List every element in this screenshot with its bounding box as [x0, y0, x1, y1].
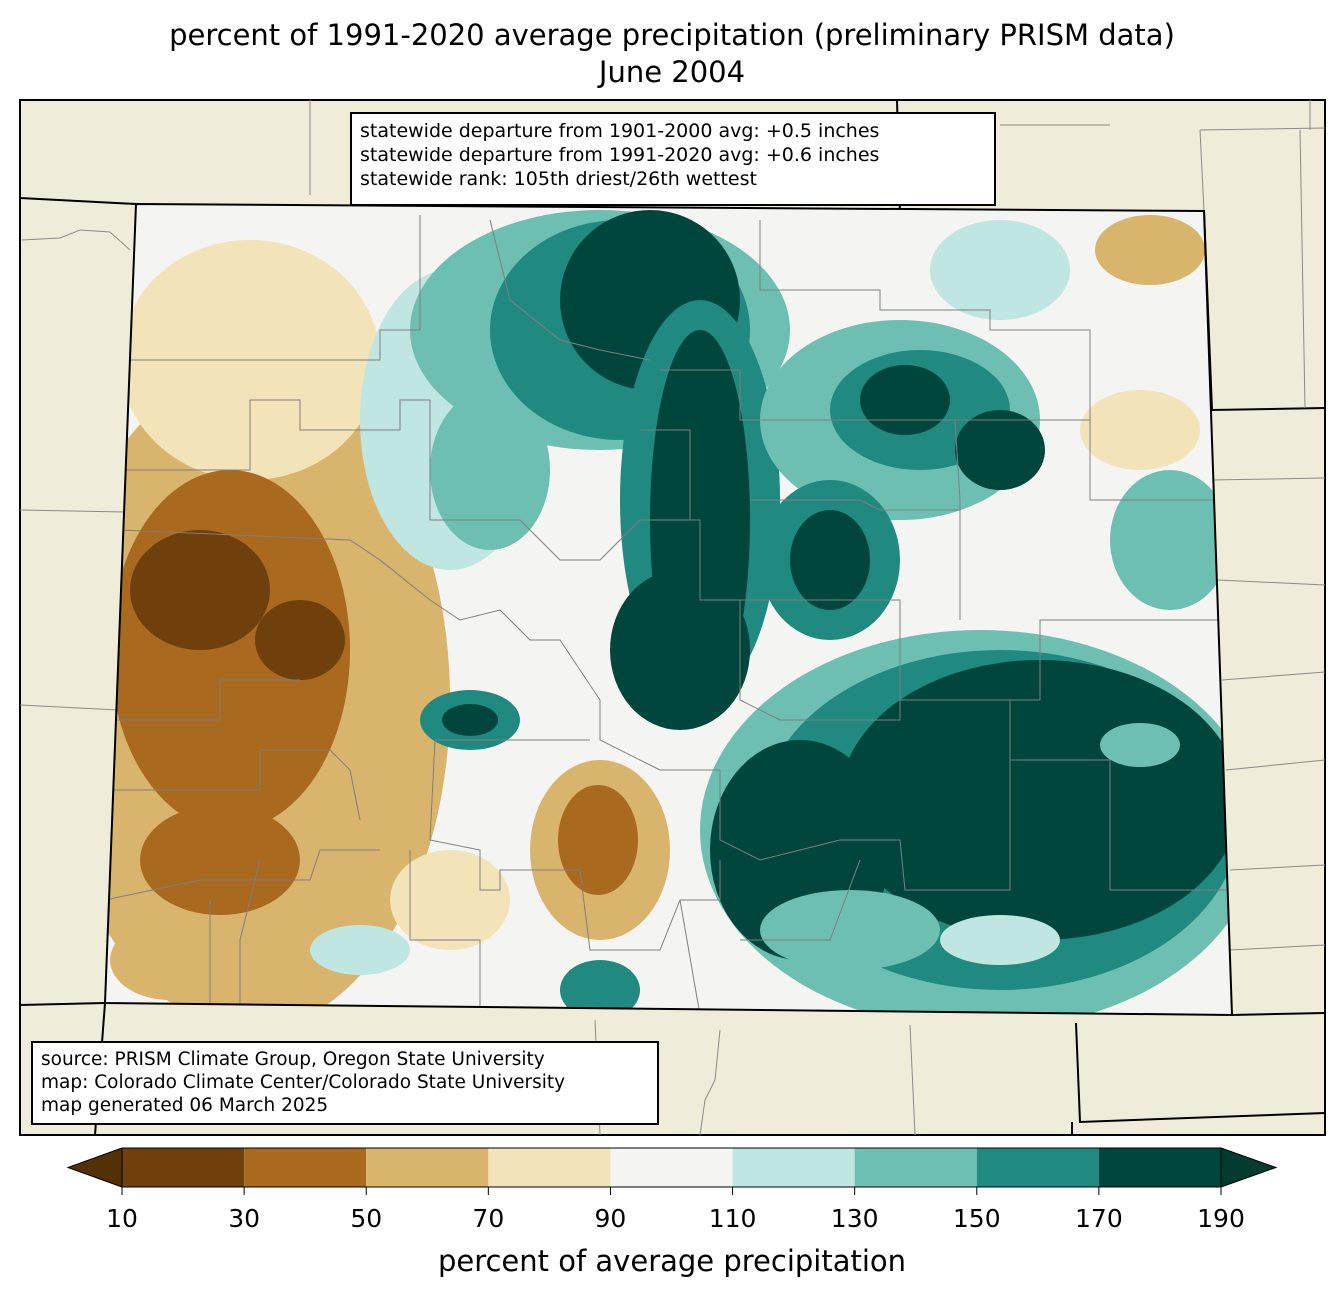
source-line-1: source: PRISM Climate Group, Oregon Stat… [41, 1049, 545, 1070]
colorbar-segment [610, 1148, 733, 1187]
colorbar-tick-label: 170 [1075, 1204, 1123, 1233]
colorbar-tick-label: 130 [830, 1204, 879, 1233]
colorbar-tick-label: 10 [106, 1204, 138, 1233]
county-lines [105, 215, 1230, 1015]
source-box: source: PRISM Climate Group, Oregon Stat… [31, 1041, 659, 1125]
colorbar-tick-label: 190 [1197, 1204, 1245, 1233]
stats-line-3: statewide rank: 105th driest/26th wettes… [360, 168, 757, 190]
colorbar-tick-label: 30 [228, 1204, 261, 1233]
colorbar-tick-label: 90 [594, 1204, 627, 1233]
neighbor-county-lines [19, 100, 1326, 1136]
colorbar-segment [1098, 1148, 1221, 1187]
colorbar-segment [854, 1148, 977, 1187]
colorbar-segment [488, 1148, 611, 1187]
source-line-2: map: Colorado Climate Center/Colorado St… [41, 1072, 566, 1093]
colorbar-segment [122, 1148, 245, 1187]
colorbar-segment [976, 1148, 1099, 1187]
map-title: percent of 1991-2020 average precipitati… [169, 18, 1175, 52]
colorbar [66, 1147, 1278, 1195]
colorbar-segment [244, 1148, 367, 1187]
colorbar-tick-label: 70 [472, 1204, 505, 1233]
source-line-3: map generated 06 March 2025 [41, 1095, 329, 1116]
colorbar-label: percent of average precipitation [437, 1244, 907, 1278]
colorbar-over-arrow [1220, 1147, 1278, 1188]
colorbar-tick-label: 150 [952, 1204, 1001, 1233]
statewide-stats-box: statewide departure from 1901-2000 avg: … [350, 112, 996, 206]
stats-line-2: statewide departure from 1991-2020 avg: … [360, 144, 880, 166]
colorbar-segment [366, 1148, 489, 1187]
map-subtitle: June 2004 [598, 55, 746, 89]
colorbar-tick-label: 50 [350, 1204, 383, 1233]
colorbar-tick-label: 110 [708, 1204, 757, 1233]
colorbar-segment [732, 1148, 855, 1187]
stats-line-1: statewide departure from 1901-2000 avg: … [360, 120, 880, 142]
precipitation-field [105, 204, 1232, 1015]
colorado-boundary [103, 202, 1234, 1017]
colorbar-under-arrow [66, 1147, 123, 1188]
colorbar-frame [121, 1147, 1222, 1188]
